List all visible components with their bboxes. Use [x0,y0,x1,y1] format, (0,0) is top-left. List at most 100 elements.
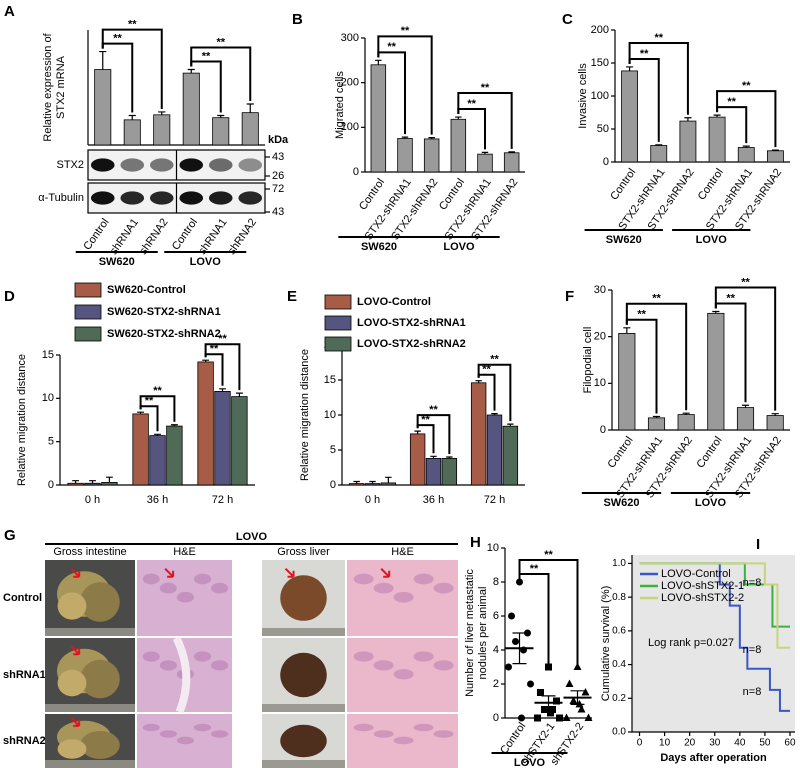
y-tick-label: 15 [324,374,336,386]
y-tick-label: 10 [324,409,336,421]
photo-texture [393,669,414,680]
legend-label: LOVO-shSTX2-1 [661,580,744,592]
legend-label: LOVO-STX2-shRNA2 [357,338,466,350]
photo-texture [142,651,160,662]
photo-ruler [262,704,345,712]
error-bar [187,68,195,74]
group-label: SW620 [603,497,639,509]
error-bar [455,116,462,120]
error-bar [712,310,720,314]
x-tick-label: 0 h [365,494,380,506]
y-axis-label: Number of liver metastatic [464,569,476,697]
error-bar [428,137,435,139]
error-bar [491,413,498,415]
error-bar [375,59,382,65]
y-tick-label: 0 [353,166,359,178]
error-bar [154,433,161,436]
y-tick-label: 6 [493,610,499,622]
bar [101,481,118,486]
bar [470,382,487,486]
group-label: SW620 [606,234,642,246]
x-tick-label: 36 h [423,494,444,506]
significance-bracket [518,559,579,664]
marker-label: 43 [272,151,284,163]
grid-title: LOVO [236,531,268,543]
error-bar [246,103,254,113]
photo [347,714,458,768]
photo-texture [393,591,414,603]
photo-texture [194,651,212,662]
blot-band [208,158,233,172]
y-axis-label: Migrated cells [334,71,346,139]
panel-label: G [4,527,16,544]
y-tick-label: 200 [591,24,609,36]
data-point [534,714,541,722]
significance-bracket [716,90,777,148]
blot-band [208,191,233,205]
significance-label: ** [113,32,122,44]
legend-label: LOVO-shSTX2-2 [661,592,744,604]
bar [182,72,200,146]
bar [123,119,141,146]
significance-label: ** [652,293,661,305]
significance-bracket [628,41,689,115]
blot-row-label: STX2 [56,159,84,171]
y-tick-label: 0 [600,424,606,436]
y-tick-label: 10 [42,392,54,404]
error-bar [105,476,113,483]
blot-band [90,158,115,172]
bar [409,433,426,486]
photo-ruler [45,760,135,768]
photo-texture [433,582,454,594]
column-header: H&E [173,546,196,558]
blot-band [149,191,174,205]
x-tick-label: 40 [734,738,746,749]
data-point [569,696,578,704]
error-bar [684,117,692,122]
annotation: n=8 [743,644,762,656]
annotation: n=8 [743,577,762,589]
panel-label: F [565,288,574,305]
legend-label: LOVO-Control [357,296,431,308]
x-tick-label: Control [605,435,635,471]
x-tick-label: Control [498,721,528,757]
photo [347,560,458,636]
data-point [581,688,590,696]
error-bar [771,413,779,416]
significance-bracket [101,28,163,109]
photo-texture [353,723,374,732]
x-tick-label: 20 [684,738,696,749]
bar [94,69,112,146]
photo-texture [433,660,454,671]
photo-organ [57,669,87,697]
y-tick-label: 30 [594,284,606,296]
column-header: H&E [391,546,414,558]
significance-bracket [190,46,252,102]
significance-label: ** [482,364,491,376]
group-label: LOVO [696,234,728,246]
x-tick-label: shRNA2 [226,217,259,257]
error-bar [742,145,750,148]
x-tick-label: 0 h [85,494,100,506]
bar [477,153,493,173]
significance-bracket [204,343,241,391]
photo-texture [353,651,374,662]
photo-organ [280,724,327,758]
y-tick-label: 1.0 [612,558,626,569]
blot-band [120,158,145,172]
significance-label: ** [727,96,736,108]
x-tick-label: 36 h [147,494,168,506]
group-label: SW620 [361,241,397,253]
bar [486,414,503,486]
annotation: n=8 [743,686,762,698]
y-axis-label: Relative expression of [42,32,54,141]
x-tick-label: 30 [709,738,721,749]
bar [441,457,458,486]
row-label: shRNA2 [3,735,46,747]
significance-bracket [714,286,777,411]
y-tick-label: 0 [493,712,499,724]
photo-ruler [45,628,135,636]
y-tick-label: 100 [591,90,609,102]
photo-organ [57,739,87,759]
legend-swatch [324,336,352,352]
